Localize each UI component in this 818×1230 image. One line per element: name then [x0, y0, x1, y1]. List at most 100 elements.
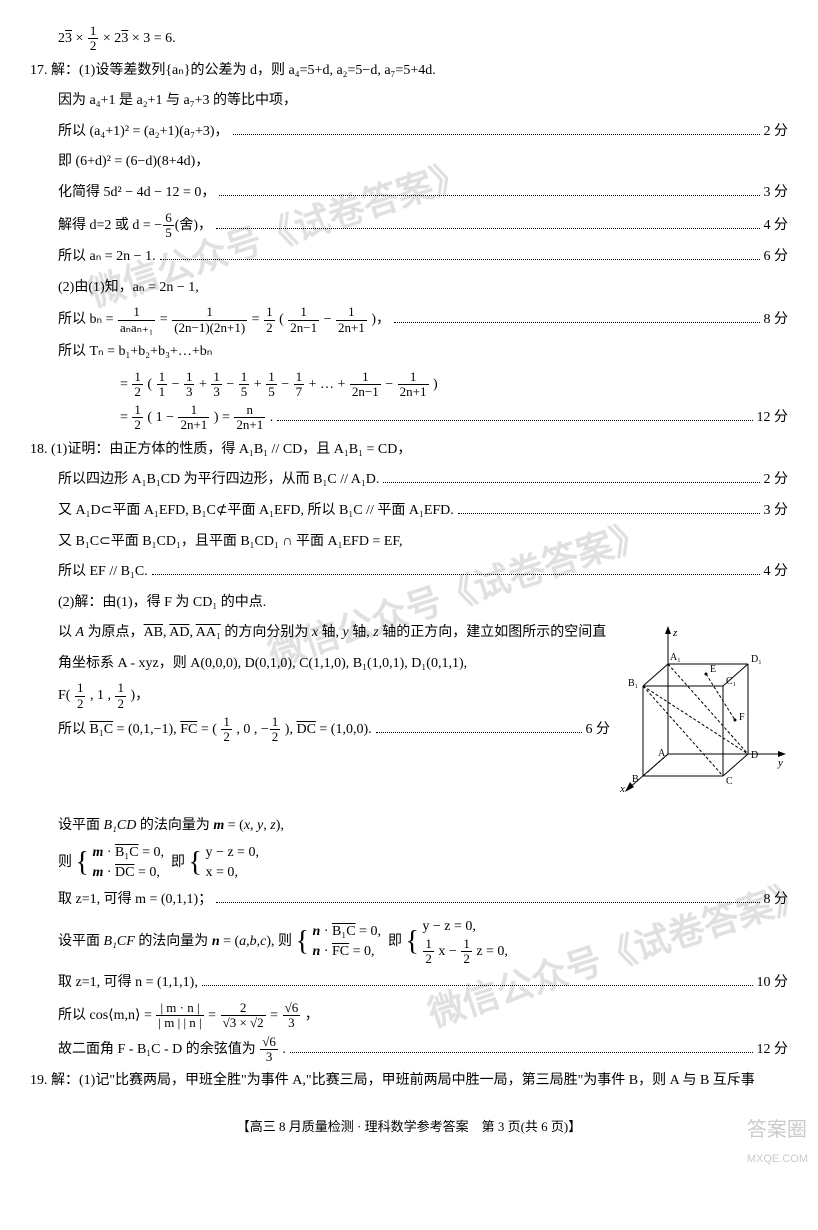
text: = 12 ( 1 − 12n+1 ) = n2n+1 .	[120, 403, 273, 433]
q17-line-e: 解得 d=2 或 d = −65(舍)， 4 分	[30, 211, 788, 241]
dots	[152, 562, 760, 576]
q18-line-f: 以 A 为原点，AB, AD, AA₁ 的方向分别为 x 轴, y 轴, z 轴…	[30, 620, 788, 647]
d: 2n+1	[234, 418, 265, 432]
t: 解得 d=2 或 d = −	[58, 218, 162, 233]
text: 解得 d=2 或 d = −65(舍)，	[58, 211, 212, 241]
q18-line-p: 故二面角 F - B₁C - D 的余弦值为 √63 . 12 分	[30, 1035, 788, 1065]
d: (2n−1)(2n+1)	[172, 321, 247, 335]
score: 8 分	[764, 307, 789, 334]
q17-line-h: 所以 bₙ = 1aₙaₙ₊₁ = 1(2n−1)(2n+1) = 12 ( 1…	[30, 305, 788, 335]
d: 3	[260, 1050, 278, 1064]
n: 1	[336, 305, 367, 320]
q17-line-f: 所以 aₙ = 2n − 1. 6 分	[30, 244, 788, 271]
t: 故二面角 F - B₁C - D 的余弦值为	[58, 1042, 256, 1057]
q18-line-h: F( 12 , 1 , 12 )，	[30, 681, 788, 711]
t: 即	[388, 934, 402, 949]
dots	[216, 889, 759, 903]
q19-head: 19. 解：(1)记"比赛两局，甲班全胜"为事件 A,"比赛三局，甲班前两局中胜…	[30, 1068, 788, 1095]
svg-text:D: D	[751, 750, 758, 761]
q18-line-k: 则 { m · B₁C = 0, m · DC = 0, 即 { y − z =…	[30, 843, 788, 882]
text: 化简得 5d² − 4d − 12 = 0，	[58, 180, 215, 207]
t: .	[282, 1042, 286, 1057]
q18-line-g: 角坐标系 A - xyz，则 A(0,0,0), D(0,1,0), C(1,1…	[30, 651, 788, 678]
t: ，	[305, 1008, 319, 1023]
n: | m · n |	[156, 1001, 203, 1016]
line-frag-16: 23 × 12 × 23 × 3 = 6.	[30, 24, 788, 54]
corner-stamp: 答案圈 MXQE.COM	[747, 1111, 808, 1170]
q17-line-j: = 12 ( 11 − 13 + 13 − 15 + 15 − 17 + … +…	[30, 370, 788, 400]
dots	[277, 408, 752, 422]
score: 6 分	[764, 244, 789, 271]
q18-head: 18. (1)证明：由正方体的性质，得 A₁B₁ // CD，且 A₁B₁ = …	[30, 437, 788, 464]
t: 所以 cos⟨m,n⟩ =	[58, 1008, 155, 1023]
t: .	[270, 410, 274, 425]
score: 12 分	[757, 405, 789, 432]
d: | m | | n |	[156, 1016, 203, 1030]
t: x = 0,	[205, 863, 259, 883]
dots	[290, 1039, 753, 1053]
q18-line-o: 所以 cos⟨m,n⟩ = | m · n || m | | n | = 2√3…	[30, 1001, 788, 1031]
t: (舍)，	[175, 218, 212, 233]
score: 6 分	[586, 717, 611, 744]
q18-line-i: 所以 B₁C = (0,1,−1), FC = ( 12 , 0 , −12 )…	[30, 715, 610, 745]
stamp-bottom: MXQE.COM	[747, 1149, 808, 1170]
svg-text:C: C	[726, 776, 733, 787]
q18-line-e: (2)解：由(1)，得 F 为 CD₁ 的中点.	[30, 590, 788, 617]
t: 即	[171, 855, 185, 870]
score: 3 分	[764, 180, 789, 207]
t: 则	[58, 855, 72, 870]
text: 所以 B₁C = (0,1,−1), FC = ( 12 , 0 , −12 )…	[58, 715, 372, 745]
page-footer: 【高三 8 月质量检测 · 理科数学参考答案 第 3 页(共 6 页)】	[30, 1115, 788, 1140]
n: 1	[172, 305, 247, 320]
q18-line-l: 取 z=1, 可得 m = (0,1,1)； 8 分	[30, 887, 788, 914]
dots	[202, 973, 753, 987]
t: y − z = 0,	[422, 917, 508, 937]
d: 5	[163, 226, 174, 240]
n: 2	[221, 1001, 266, 1016]
text: 所以四边形 A₁B₁CD 为平行四边形，从而 B₁C // A₁D.	[58, 467, 379, 494]
n: 1	[288, 305, 319, 320]
score: 8 分	[764, 887, 789, 914]
t: )，	[371, 312, 390, 327]
n: n	[234, 403, 265, 418]
text: 所以 (a₄+1)² = (a₂+1)(a₇+3)，	[58, 119, 229, 146]
q18-line-b: 又 A₁D⊂平面 A₁EFD, B₁C⊄平面 A₁EFD, 所以 B₁C // …	[30, 498, 788, 525]
n: 6	[163, 211, 174, 226]
dots	[394, 310, 759, 324]
score: 2 分	[764, 119, 789, 146]
dots	[160, 247, 760, 261]
n: 1	[118, 305, 155, 320]
q17-line-i: 所以 Tₙ = b₁+b₂+b₃+…+bₙ	[30, 339, 788, 366]
q18-line-m: 设平面 B₁CF 的法向量为 n = (a,b,c), 则 { n · B₁C …	[30, 917, 788, 966]
q18-line-c: 又 B₁C⊂平面 B₁CD₁，且平面 B₁CD₁ ∩ 平面 A₁EFD = EF…	[30, 529, 788, 556]
t: y − z = 0,	[205, 843, 259, 863]
score: 4 分	[764, 213, 789, 240]
svg-text:y: y	[777, 757, 783, 769]
dots	[458, 500, 760, 514]
q17-head: 17. 解：(1)设等差数列{aₙ}的公差为 d，则 a₄=5+d, a₂=5−…	[30, 58, 788, 85]
text: 所以 bₙ = 1aₙaₙ₊₁ = 1(2n−1)(2n+1) = 12 ( 1…	[58, 305, 390, 335]
d: 2n+1	[336, 321, 367, 335]
n: 1	[178, 403, 209, 418]
text: 所以 EF // B₁C.	[58, 559, 148, 586]
q17-line-g: (2)由(1)知，aₙ = 2n − 1,	[30, 275, 788, 302]
text: 又 A₁D⊂平面 A₁EFD, B₁C⊄平面 A₁EFD, 所以 B₁C // …	[58, 498, 454, 525]
score: 10 分	[757, 970, 789, 997]
svg-text:B: B	[632, 774, 639, 785]
dots	[376, 719, 582, 733]
q17-line-k: = 12 ( 1 − 12n+1 ) = n2n+1 . 12 分	[30, 403, 788, 433]
svg-text:A: A	[658, 748, 666, 759]
text: 取 z=1, 可得 n = (1,1,1),	[58, 970, 198, 997]
text: 取 z=1, 可得 m = (0,1,1)；	[58, 887, 212, 914]
dots	[219, 182, 759, 196]
d: 3	[283, 1016, 301, 1030]
text: 所以 aₙ = 2n − 1.	[58, 244, 156, 271]
dots	[216, 215, 759, 229]
q17-line-a: 因为 a₄+1 是 a₂+1 与 a₇+3 的等比中项，	[30, 88, 788, 115]
dots	[383, 470, 759, 484]
d: aₙaₙ₊₁	[118, 321, 155, 335]
score: 4 分	[764, 559, 789, 586]
score: 2 分	[764, 467, 789, 494]
t: 所以 bₙ =	[58, 312, 117, 327]
score: 3 分	[764, 498, 789, 525]
